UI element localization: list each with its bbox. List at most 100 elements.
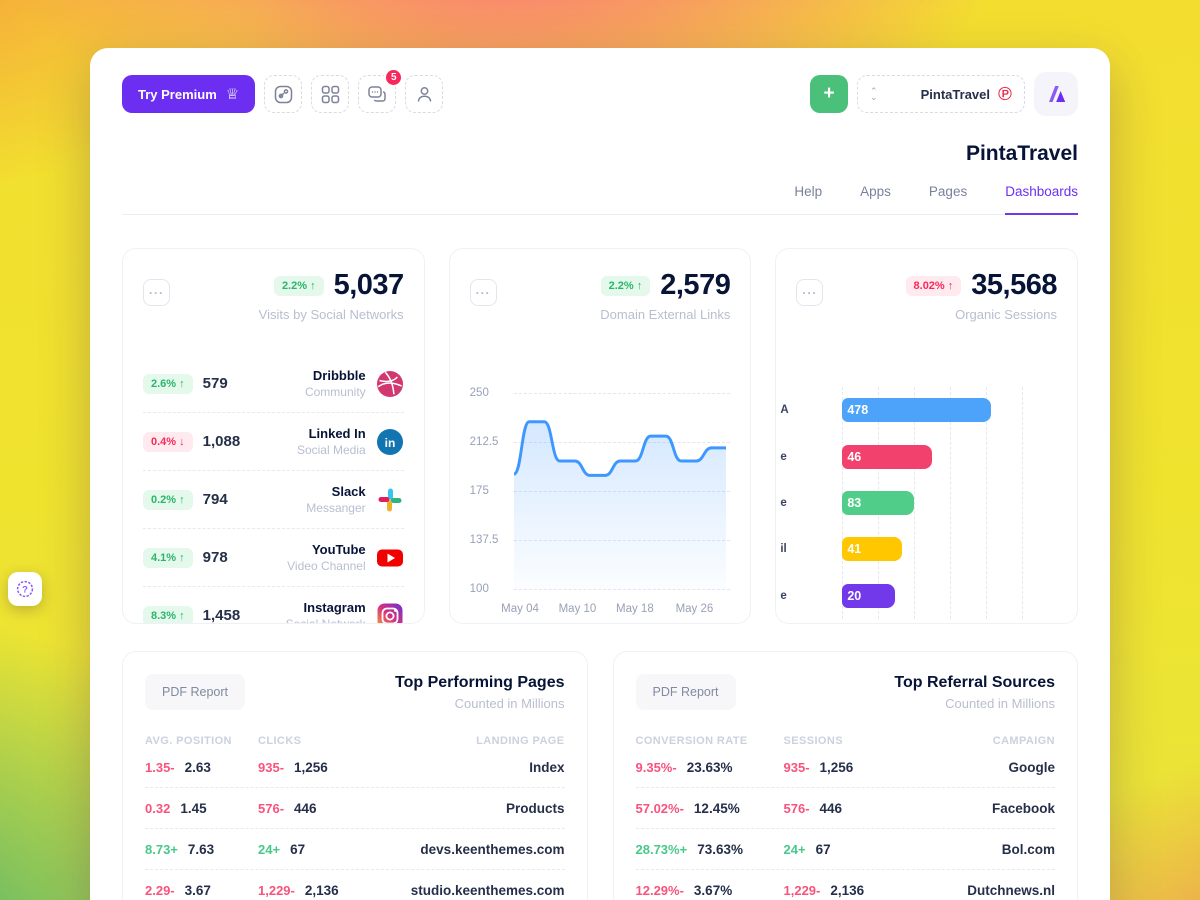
tab-help[interactable]: Help bbox=[794, 184, 823, 199]
table-row[interactable]: 9.35%- 23.63% 935- 1,256 Google bbox=[635, 747, 1056, 788]
delta-value: 8.73+ bbox=[145, 841, 178, 857]
cell-value: 67 bbox=[815, 841, 831, 857]
network-kind: Video Channel bbox=[287, 559, 366, 573]
apps-grid-button[interactable] bbox=[311, 75, 350, 113]
table-row[interactable]: 8.73+ 7.63 24+ 67 devs.keenthemes.com bbox=[145, 829, 565, 870]
top-referral-sources-card: PDF Report Top Referral Sources Counted … bbox=[612, 651, 1078, 900]
tables-row: PDF Report Top Performing Pages Counted … bbox=[122, 651, 1078, 900]
visit-count: 1,458 bbox=[202, 607, 241, 624]
more-options-button[interactable]: ··· bbox=[143, 279, 170, 306]
arrow-up-icon: ↑ bbox=[179, 609, 185, 622]
more-options-button[interactable]: ··· bbox=[796, 279, 824, 306]
gridline bbox=[1022, 387, 1024, 619]
gridline bbox=[513, 441, 731, 443]
help-fab-button[interactable]: ? bbox=[8, 572, 42, 606]
gridline bbox=[513, 588, 731, 590]
bar[interactable]: 46 bbox=[842, 444, 933, 469]
gridline bbox=[986, 387, 988, 619]
y-axis-label: 137.5 bbox=[469, 534, 499, 546]
chat-icon bbox=[368, 86, 386, 102]
more-icon: ··· bbox=[802, 285, 818, 300]
campaign: Google bbox=[1008, 759, 1056, 775]
topbar-left: Try Premium ♕ 5 bbox=[122, 68, 444, 113]
pdf-report-button[interactable]: PDF Report bbox=[145, 674, 245, 710]
svg-text:?: ? bbox=[22, 585, 28, 596]
cell-value: 1.45 bbox=[180, 800, 207, 816]
delta-badge: 8.3% ↑ bbox=[143, 605, 193, 623]
category-label-fragment: e bbox=[780, 450, 787, 463]
bar[interactable]: 83 bbox=[842, 490, 915, 515]
line-chart-x-axis: May 04 May 10 May 18 May 26 bbox=[501, 603, 727, 619]
stat-block: 2.2% ↑ 5,037 Visits by Social Networks bbox=[259, 269, 404, 322]
list-item-slack[interactable]: 0.2% ↑ 794 Slack Messanger bbox=[143, 471, 404, 529]
delta-badge: 0.2% ↑ bbox=[143, 489, 193, 510]
profile-button[interactable] bbox=[405, 75, 444, 113]
list-item-youtube[interactable]: 4.1% ↑ 978 YouTube Video Channel bbox=[143, 529, 404, 587]
column-header: SESSIONS bbox=[783, 735, 843, 747]
table-row[interactable]: 57.02%- 12.45% 576- 446 Facebook bbox=[635, 788, 1055, 829]
table-title: Top Referral Sources bbox=[894, 674, 1055, 691]
bar[interactable]: 478 bbox=[842, 398, 992, 423]
more-options-button[interactable]: ··· bbox=[469, 279, 497, 306]
delta-badge: 2.6% ↑ bbox=[143, 373, 193, 394]
delta-value: 1,229- bbox=[258, 882, 295, 898]
delta-value: 935- bbox=[258, 759, 285, 775]
column-header: CONVERSION RATE bbox=[635, 735, 748, 747]
cell-value: 1,256 bbox=[819, 759, 854, 775]
table-row[interactable]: 1.35- 2.63 935- 1,256 Index bbox=[145, 747, 565, 788]
stat-subtitle: Visits by Social Networks bbox=[258, 307, 404, 322]
messages-button[interactable]: 5 bbox=[358, 68, 404, 113]
table-head: PDF Report Top Performing Pages Counted … bbox=[145, 674, 565, 711]
line-series bbox=[513, 393, 727, 589]
bar[interactable]: 20 bbox=[842, 583, 896, 608]
user-icon bbox=[417, 86, 431, 102]
category-label-fragment: il bbox=[780, 543, 787, 556]
cell-value: 2,136 bbox=[304, 882, 339, 898]
pdf-report-button[interactable]: PDF Report bbox=[635, 674, 736, 710]
arrow-up-icon: ↑ bbox=[636, 279, 643, 292]
cell-value: 12.45% bbox=[693, 800, 740, 816]
card-head: ··· 2.2% ↑ 5,037 Visits by Social Networ… bbox=[143, 269, 404, 347]
list-item-dribbble[interactable]: 2.6% ↑ 579 Dribbble Community bbox=[143, 355, 404, 413]
network-name: Linked In bbox=[308, 426, 366, 441]
bar[interactable]: 41 bbox=[842, 537, 903, 562]
cell-value: 446 bbox=[819, 800, 843, 816]
try-premium-button[interactable]: Try Premium ♕ bbox=[122, 75, 256, 113]
settings-button[interactable] bbox=[264, 75, 303, 113]
topbar: Try Premium ♕ 5 + ⌃ ⌄ Pinta bbox=[122, 68, 1078, 116]
table-row[interactable]: 28.73%+ 73.63% 24+ 67 Bol.com bbox=[635, 829, 1055, 870]
tab-pages[interactable]: Pages bbox=[928, 184, 968, 199]
network-name: Instagram bbox=[303, 600, 366, 615]
stat-subtitle: Domain External Links bbox=[600, 307, 731, 322]
table-row[interactable]: 0.32 1.45 576- 446 Products bbox=[145, 788, 565, 829]
tab-dashboards[interactable]: Dashboards bbox=[1005, 184, 1078, 215]
dribbble-icon bbox=[376, 370, 403, 397]
delta-value: 1.35- bbox=[145, 759, 175, 775]
more-icon: ··· bbox=[149, 285, 164, 300]
instagram-icon bbox=[377, 603, 403, 623]
bar-value-label: 478 bbox=[847, 403, 869, 418]
network-kind: Community bbox=[304, 385, 366, 399]
domain-external-links-card: ··· 2.2% ↑ 2,579 Domain External Links 2… bbox=[448, 248, 752, 624]
list-item-linkedin[interactable]: 0.4% ↓ 1,088 Linked In Social Media in bbox=[143, 413, 404, 471]
metronic-logo-button[interactable] bbox=[1034, 72, 1078, 116]
delta-value: 57.02%- bbox=[635, 800, 684, 816]
bar-value-label: 83 bbox=[847, 495, 862, 510]
delta-value: 24+ bbox=[783, 841, 806, 857]
column-header: LANDING PAGE bbox=[476, 735, 565, 747]
page-title: PintaTravel bbox=[965, 142, 1078, 165]
workspace-selector[interactable]: ⌃ ⌄ PintaTravel ℗ bbox=[857, 75, 1025, 113]
campaign: Bol.com bbox=[1001, 841, 1055, 857]
table-row[interactable]: 12.29%- 3.67% 1,229- 2,136 Dutchnews.nl bbox=[636, 870, 1056, 900]
metronic-logo-icon bbox=[1049, 86, 1066, 102]
list-item-instagram[interactable]: 8.3% ↑ 1,458 Instagram Social Network bbox=[143, 587, 404, 624]
tab-apps[interactable]: Apps bbox=[860, 184, 891, 199]
topbar-right: + ⌃ ⌄ PintaTravel ℗ bbox=[810, 72, 1078, 116]
x-axis-label: May 26 bbox=[675, 603, 714, 615]
arrow-down-icon: ↓ bbox=[179, 435, 185, 448]
notification-badge: 5 bbox=[384, 68, 404, 87]
table-row[interactable]: 2.29- 3.67 1,229- 2,136 studio.keenthemes.… bbox=[145, 870, 565, 900]
add-button[interactable]: + bbox=[810, 75, 848, 113]
